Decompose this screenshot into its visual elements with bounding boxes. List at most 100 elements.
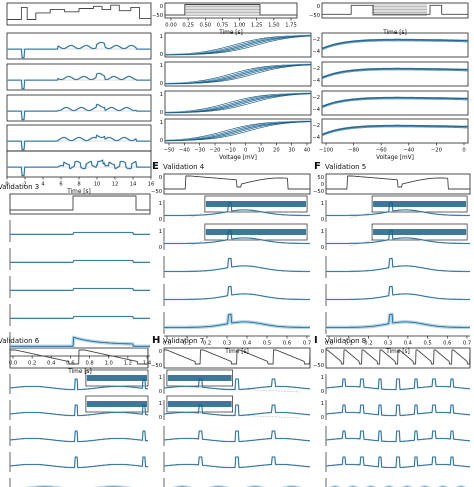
mid-sigmoid-curve <box>165 35 311 56</box>
right-curve-axes <box>321 118 469 144</box>
x-tick-label: 0.4 <box>47 361 56 367</box>
v5-xlabel: Time [s] <box>385 349 410 355</box>
tm-protocol-axes <box>164 2 298 19</box>
x-tick-label: 1.50 <box>268 23 280 29</box>
protocol-trace <box>9 349 149 365</box>
x-tick-label: 12 <box>112 182 119 188</box>
data-trace <box>9 404 149 416</box>
x-tick-label: 1.00 <box>234 23 246 29</box>
protocol-trace <box>322 4 468 15</box>
mid-curve-axes <box>164 61 312 87</box>
x-tick-label: 0.4 <box>243 341 252 347</box>
x-tick-label: 0.00 <box>165 23 177 29</box>
mid-y-tick-label: 0 <box>160 138 163 144</box>
data-trace <box>7 159 151 177</box>
panel-letter-v4: E <box>152 161 159 172</box>
v4-proto-y-tick-label: −50 <box>151 189 162 195</box>
tm-y-tick-label: 0 <box>160 4 163 10</box>
x-tick-label: 40 <box>304 148 311 154</box>
v7-y-tick-label: 0 <box>159 389 162 395</box>
protocol-trace <box>165 4 297 16</box>
x-tick-label: 6 <box>59 182 62 188</box>
protocol-trace <box>326 175 470 190</box>
panel-title-v8: Validation 8 <box>325 337 366 345</box>
x-tick-label: 1.2 <box>124 361 132 367</box>
v4-zoom-connector <box>189 239 205 247</box>
x-tick-label: −20 <box>431 148 442 154</box>
v6-zoom-inset-trace <box>86 375 147 381</box>
data-trace <box>163 378 311 390</box>
right-iv-curve <box>321 96 468 107</box>
x-tick-label: 20 <box>273 148 280 154</box>
right-iv-curve <box>321 124 468 135</box>
x-tick-label: 10 <box>258 148 265 154</box>
v5-protocol-axes <box>325 173 471 195</box>
data-trace <box>326 257 470 272</box>
v5-proto-y-tick-label: 50 <box>317 175 324 181</box>
data-trace <box>325 430 471 442</box>
data-trace <box>10 232 150 235</box>
trace-band <box>163 285 311 301</box>
x-tick-label: 2 <box>23 182 26 188</box>
x-tick-label: 4 <box>41 182 45 188</box>
data-trace <box>164 257 310 272</box>
x-tick-label: −10 <box>225 148 236 154</box>
tl-trace-axes <box>6 150 152 178</box>
x-tick-label: −60 <box>376 148 387 154</box>
x-tick-label: −100 <box>319 148 333 154</box>
mid-y-tick-label: 1 <box>160 92 163 98</box>
tl-trace-axes <box>6 94 152 122</box>
tm-xlabel: Time [s] <box>218 30 243 36</box>
trace-band <box>162 312 312 330</box>
v4-protocol-axes <box>163 173 311 195</box>
x-tick-label: 0.8 <box>85 361 93 367</box>
tl-trace-axes <box>6 32 152 60</box>
data-trace <box>7 73 151 90</box>
trace-band <box>325 456 471 469</box>
panel-letter-v7: H <box>152 335 160 346</box>
v4-y-tick-label: 0 <box>159 217 162 223</box>
x-tick-label: 0 <box>462 148 465 154</box>
v3-xlabel: Time [s] <box>67 369 92 375</box>
v4-y-tick-label: 0 <box>159 245 162 251</box>
x-tick-label: 1.25 <box>251 23 263 29</box>
v7-proto-y-tick-label: −50 <box>151 363 162 369</box>
right-y-tick-label: −2 <box>312 95 320 101</box>
v5-zoom-inset-trace <box>373 229 467 235</box>
right-curve-axes <box>321 61 469 87</box>
tl-xlabel: Time [s] <box>66 189 91 195</box>
data-trace <box>164 201 310 216</box>
mid-sigmoid-curve <box>165 121 311 142</box>
data-trace <box>10 336 150 347</box>
data-trace <box>163 456 311 468</box>
x-tick-label: 0.2 <box>28 361 36 367</box>
data-trace <box>9 378 149 390</box>
right-xlabel: Voltage [mV] <box>376 155 414 161</box>
tr-xlabel: Time [s] <box>382 30 407 36</box>
panel-title-v4: Validation 4 <box>163 163 205 171</box>
right-curve-axes <box>321 90 469 116</box>
data-trace <box>9 430 149 442</box>
traces-layer <box>6 4 472 487</box>
x-tick-label: −30 <box>194 148 205 154</box>
v8-y-tick-label: 0 <box>321 415 324 421</box>
mid-sigmoid-curve <box>165 63 311 84</box>
x-tick-label: 0.0 <box>163 341 171 347</box>
right-iv-curve <box>321 67 468 78</box>
v5-zoom-connector <box>349 211 373 219</box>
protocol-trace <box>163 349 311 365</box>
right-iv-curve <box>321 125 468 136</box>
tl-trace-axes <box>6 63 152 91</box>
x-tick-label: 0.2 <box>364 341 372 347</box>
v8-proto-y-tick-label: 0 <box>321 349 324 355</box>
trace-band <box>325 430 471 443</box>
data-trace <box>325 404 471 416</box>
right-y-tick-label: −2 <box>312 123 320 129</box>
protocol-trace <box>10 195 150 211</box>
v8-proto-y-tick-label: −50 <box>313 363 324 369</box>
v5-y-tick-label: 0 <box>321 217 324 223</box>
x-tick-label: −40 <box>403 148 414 154</box>
tm-y-tick-label: −50 <box>152 13 163 19</box>
v4-xlabel: Time [s] <box>224 349 249 355</box>
v5-y-tick-label: 1 <box>321 201 324 207</box>
